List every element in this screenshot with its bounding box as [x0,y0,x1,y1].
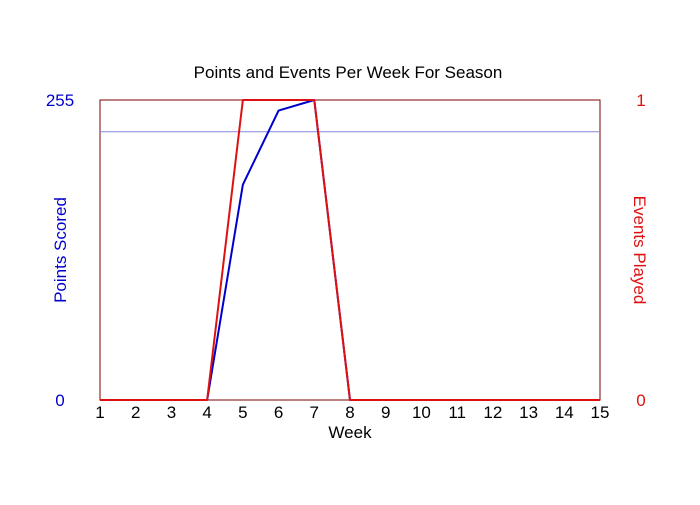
left-axis-label: Points Scored [51,197,70,303]
left-y-tick-label: 255 [46,91,74,110]
right-y-tick-label: 1 [636,91,645,110]
x-tick-label: 12 [483,403,502,422]
events-played-line [100,99,600,401]
x-tick-label: 1 [95,403,104,422]
chart-title: Points and Events Per Week For Season [194,63,503,82]
x-tick-label: 9 [381,403,390,422]
right-axis-label: Events Played [630,196,649,305]
plot-frame [99,99,601,401]
x-tick-label: 2 [131,403,140,422]
x-tick-label: 13 [519,403,538,422]
x-axis-label: Week [328,423,372,442]
right-y-tick-label: 0 [636,391,645,410]
x-tick-label: 10 [412,403,431,422]
x-tick-label: 3 [167,403,176,422]
x-tick-label: 4 [202,403,211,422]
x-tick-label: 7 [310,403,319,422]
points-scored-line [100,99,600,401]
x-tick-label: 6 [274,403,283,422]
left-y-tick-label: 0 [55,391,64,410]
x-tick-label: 5 [238,403,247,422]
x-tick-label: 8 [345,403,354,422]
x-tick-label: 11 [448,403,466,422]
x-tick-label: 15 [591,403,610,422]
x-tick-label: 14 [555,403,574,422]
